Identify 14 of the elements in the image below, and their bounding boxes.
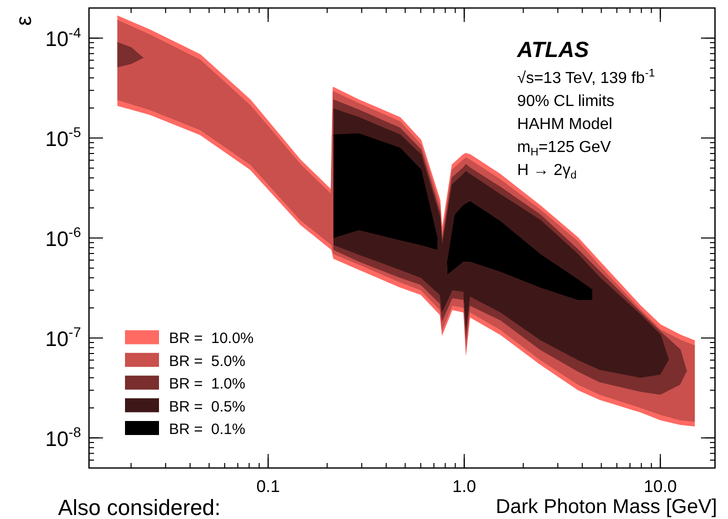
x-tick-label: 1.0 (452, 477, 476, 496)
annotation: ATLAS (516, 37, 590, 62)
legend-label: BR = 0.1% (169, 421, 246, 438)
x-tick-label: 0.1 (256, 477, 280, 496)
legend-label: BR = 1.0% (169, 376, 246, 393)
x-axis-title: Dark Photon Mass [GeV] (496, 496, 717, 518)
legend-label: BR = 10.0% (169, 330, 254, 348)
x-tick-label: 10.0 (644, 477, 677, 496)
annotation: 90% CL limits (517, 93, 614, 110)
text: Also considered: (58, 495, 221, 519)
y-axis-title: ε (11, 16, 36, 26)
legend-label: BR = 5.0% (169, 352, 246, 370)
annotation: HAHM Model (517, 116, 612, 133)
legend-label: BR = 0.5% (169, 398, 246, 416)
